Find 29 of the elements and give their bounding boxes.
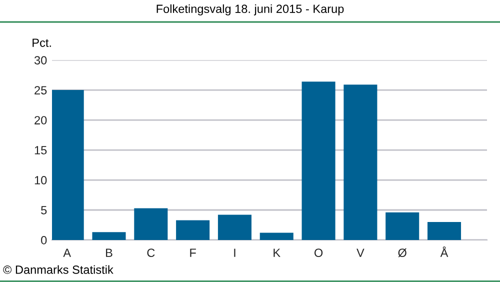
y-tick-label: 25 — [34, 86, 47, 94]
x-tick-label: F — [190, 248, 196, 257]
y-tick-label: 30 — [34, 56, 47, 64]
x-tick-label: O — [314, 248, 323, 257]
x-tick-label: I — [234, 248, 236, 257]
bar — [260, 232, 294, 240]
bar — [92, 232, 126, 240]
bar — [386, 212, 420, 240]
bar — [427, 222, 462, 240]
x-tick-label: K — [274, 248, 280, 257]
y-tick-label: 5 — [41, 206, 47, 214]
bar — [344, 84, 378, 240]
y-axis-title: Pct. — [32, 38, 51, 47]
x-tick-label: Ø — [398, 248, 407, 258]
bar — [134, 208, 168, 240]
y-tick-label: 20 — [34, 116, 47, 124]
x-tick-label: B — [106, 248, 112, 257]
y-tick-label: 0 — [41, 236, 47, 244]
text: © Danmarks Statistik — [3, 265, 114, 274]
bar — [176, 220, 210, 240]
chart-title: Folketingsvalg 18. juni 2015 - Karup — [156, 4, 344, 16]
bar — [218, 214, 252, 240]
x-tick-label: V — [356, 248, 364, 257]
x-tick-label: C — [147, 248, 155, 257]
bar — [302, 82, 336, 240]
y-tick-label: 15 — [34, 146, 47, 154]
x-tick-label: A — [63, 248, 71, 257]
y-tick-label: 10 — [34, 176, 47, 184]
x-tick-label: Å — [440, 246, 448, 257]
